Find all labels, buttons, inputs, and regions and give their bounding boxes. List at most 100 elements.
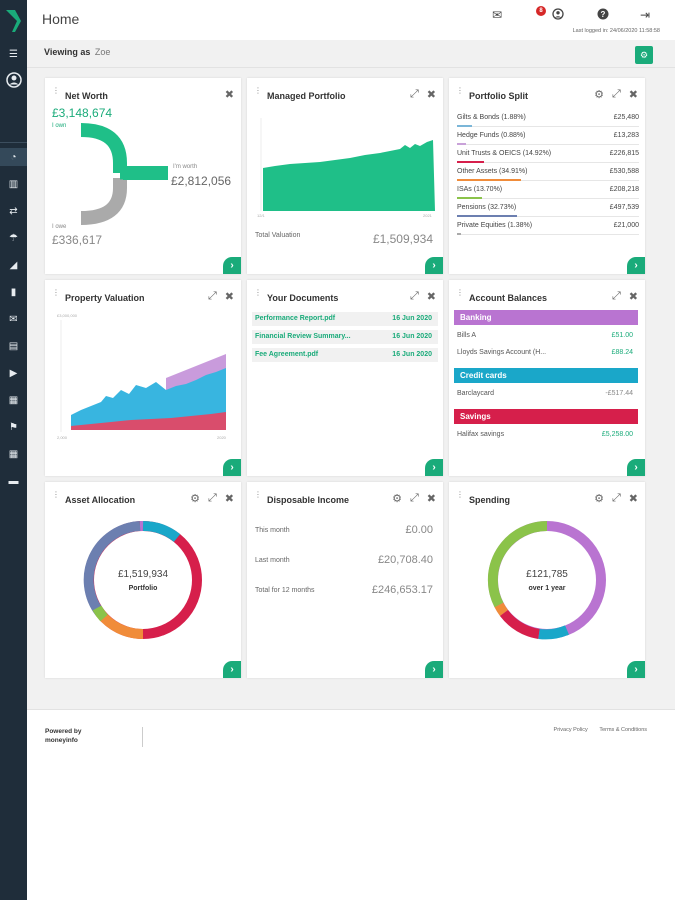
calendar-icon[interactable]: ▦ bbox=[8, 394, 19, 406]
income-value: £246,653.17 bbox=[371, 584, 433, 596]
income-value: £0.00 bbox=[405, 524, 433, 536]
settings-icon[interactable]: ⚙ bbox=[594, 493, 604, 505]
area-chart-icon[interactable]: ◢ bbox=[9, 259, 18, 271]
account-balance: £88.24 bbox=[611, 349, 633, 356]
card-title: Account Balances bbox=[469, 293, 548, 303]
close-icon[interactable]: ✖ bbox=[628, 291, 638, 303]
account-row[interactable]: Bills A £51.00 bbox=[457, 332, 633, 339]
settings-icon[interactable]: ⚙ bbox=[190, 493, 200, 505]
document-name[interactable]: Financial Review Summary... bbox=[255, 333, 351, 340]
dashboard-icon[interactable]: ◔ bbox=[0, 148, 27, 166]
svg-text:?: ? bbox=[601, 10, 606, 19]
portfolio-split-row[interactable]: Hedge Funds (0.88%) £13,283 bbox=[457, 130, 639, 145]
mail-icon[interactable]: ✉ bbox=[492, 8, 503, 22]
menu-icon[interactable]: ☰ bbox=[9, 48, 18, 60]
document-name[interactable]: Performance Report.pdf bbox=[255, 315, 336, 322]
portfolio-split-row[interactable]: Other Assets (34.91%) £530,588 bbox=[457, 166, 639, 181]
terms-link[interactable]: Terms & Conditions bbox=[599, 727, 647, 733]
spending-card: ⋮ Spending ⚙ ⤢ ✖ £121,785 over 1 year › bbox=[449, 482, 645, 678]
settings-icon[interactable]: ⚙ bbox=[392, 493, 402, 505]
transfer-icon[interactable]: ⇄ bbox=[9, 205, 18, 217]
close-icon[interactable]: ✖ bbox=[628, 89, 638, 101]
drag-handle[interactable]: ⋮ bbox=[254, 86, 262, 95]
logout-icon[interactable]: ⇥ bbox=[640, 8, 651, 22]
bar-chart-icon[interactable]: ▮ bbox=[10, 286, 17, 298]
open-card-button[interactable]: › bbox=[627, 257, 645, 274]
flag-icon[interactable]: ⚑ bbox=[9, 421, 18, 433]
account-row[interactable]: Lloyds Savings Account (H... £88.24 bbox=[457, 349, 633, 356]
privacy-policy-link[interactable]: Privacy Policy bbox=[553, 727, 588, 733]
expand-icon[interactable]: ⤢ bbox=[409, 492, 419, 504]
close-icon[interactable]: ✖ bbox=[224, 291, 234, 303]
calendar-alt-icon[interactable]: ▦ bbox=[8, 448, 19, 460]
document-row[interactable]: Fee Agreement.pdf 16 Jun 2020 bbox=[252, 348, 438, 362]
donut-center-label: over 1 year bbox=[529, 585, 566, 592]
document-date: 16 Jun 2020 bbox=[392, 351, 432, 358]
open-card-button[interactable]: › bbox=[425, 459, 443, 476]
drag-handle[interactable]: ⋮ bbox=[456, 490, 464, 499]
help-icon[interactable]: ? bbox=[597, 8, 609, 23]
document-name[interactable]: Fee Agreement.pdf bbox=[255, 351, 319, 358]
viewing-as-user[interactable]: Zoe bbox=[94, 47, 111, 57]
expand-icon[interactable]: ⤢ bbox=[611, 88, 621, 100]
close-icon[interactable]: ✖ bbox=[426, 493, 436, 505]
drag-handle[interactable]: ⋮ bbox=[456, 86, 464, 95]
mail-icon[interactable]: ✉ bbox=[9, 313, 18, 325]
portfolio-split-row[interactable]: ISAs (13.70%) £208,218 bbox=[457, 184, 639, 199]
user-icon[interactable] bbox=[552, 8, 564, 23]
close-icon[interactable]: ✖ bbox=[224, 493, 234, 505]
account-group-header[interactable]: Savings bbox=[454, 409, 638, 424]
document-date: 16 Jun 2020 bbox=[392, 333, 432, 340]
account-group-header[interactable]: Banking bbox=[454, 310, 638, 325]
open-card-button[interactable]: › bbox=[223, 257, 241, 274]
video-icon[interactable]: ▶ bbox=[9, 367, 18, 379]
add-widget-button[interactable]: ⚙ bbox=[635, 46, 653, 64]
account-row[interactable]: Halifax savings £5,258.00 bbox=[457, 431, 633, 438]
portfolio-split-row[interactable]: Unit Trusts & OEICS (14.92%) £226,815 bbox=[457, 148, 639, 163]
last-logged-in: Last logged in: 24/06/2020 11:58:58 bbox=[572, 28, 660, 34]
document-icon[interactable]: ▤ bbox=[8, 340, 19, 352]
drag-handle[interactable]: ⋮ bbox=[254, 288, 262, 297]
close-icon[interactable]: ✖ bbox=[426, 291, 436, 303]
mail-count-badge: 8 bbox=[536, 6, 546, 16]
expand-icon[interactable]: ⤢ bbox=[611, 492, 621, 504]
expand-icon[interactable]: ⤢ bbox=[409, 290, 419, 302]
portfolio-split-row[interactable]: Private Equities (1.38%) £21,000 bbox=[457, 220, 639, 235]
open-card-button[interactable]: › bbox=[223, 459, 241, 476]
account-group-header[interactable]: Credit cards bbox=[454, 368, 638, 383]
drag-handle[interactable]: ⋮ bbox=[52, 490, 60, 499]
expand-icon[interactable]: ⤢ bbox=[207, 492, 217, 504]
viewing-bar: Viewing as Zoe ⚙ bbox=[27, 40, 675, 68]
expand-icon[interactable]: ⤢ bbox=[611, 290, 621, 302]
asset-allocation-donut: £1,519,934 Portfolio bbox=[83, 520, 202, 640]
expand-icon[interactable]: ⤢ bbox=[207, 290, 217, 302]
drag-handle[interactable]: ⋮ bbox=[456, 288, 464, 297]
bank-icon[interactable]: ▥ bbox=[8, 178, 19, 190]
user-profile-icon[interactable] bbox=[0, 71, 27, 89]
portfolio-split-row[interactable]: Gilts & Bonds (1.88%) £25,480 bbox=[457, 112, 639, 127]
open-card-button[interactable]: › bbox=[223, 661, 241, 678]
close-icon[interactable]: ✖ bbox=[224, 89, 234, 101]
expand-icon[interactable]: ⤢ bbox=[409, 88, 419, 100]
briefcase-icon[interactable]: ▬ bbox=[8, 475, 19, 487]
open-card-button[interactable]: › bbox=[627, 459, 645, 476]
split-bar bbox=[457, 143, 466, 145]
document-row[interactable]: Performance Report.pdf 16 Jun 2020 bbox=[252, 312, 438, 326]
top-bar: Home ✉ 8 ? ⇥ Last logged in: 24/06/2020 … bbox=[27, 0, 675, 40]
open-card-button[interactable]: › bbox=[627, 661, 645, 678]
open-card-button[interactable]: › bbox=[425, 661, 443, 678]
drag-handle[interactable]: ⋮ bbox=[254, 490, 262, 499]
close-icon[interactable]: ✖ bbox=[628, 493, 638, 505]
card-title: Property Valuation bbox=[65, 293, 145, 303]
settings-icon[interactable]: ⚙ bbox=[594, 89, 604, 101]
split-label: Gilts & Bonds (1.88%) bbox=[457, 114, 526, 121]
drag-handle[interactable]: ⋮ bbox=[52, 288, 60, 297]
account-row[interactable]: Barclaycard -£517.44 bbox=[457, 390, 633, 397]
document-row[interactable]: Financial Review Summary... 16 Jun 2020 bbox=[252, 330, 438, 344]
split-label: Private Equities (1.38%) bbox=[457, 222, 533, 229]
close-icon[interactable]: ✖ bbox=[426, 89, 436, 101]
portfolio-split-row[interactable]: Pensions (32.73%) £497,539 bbox=[457, 202, 639, 217]
portfolio-split-card: ⋮ Portfolio Split ⚙ ⤢ ✖ › Gilts & Bonds (1… bbox=[449, 78, 645, 274]
open-card-button[interactable]: › bbox=[425, 257, 443, 274]
umbrella-icon[interactable]: ☂ bbox=[9, 232, 18, 244]
